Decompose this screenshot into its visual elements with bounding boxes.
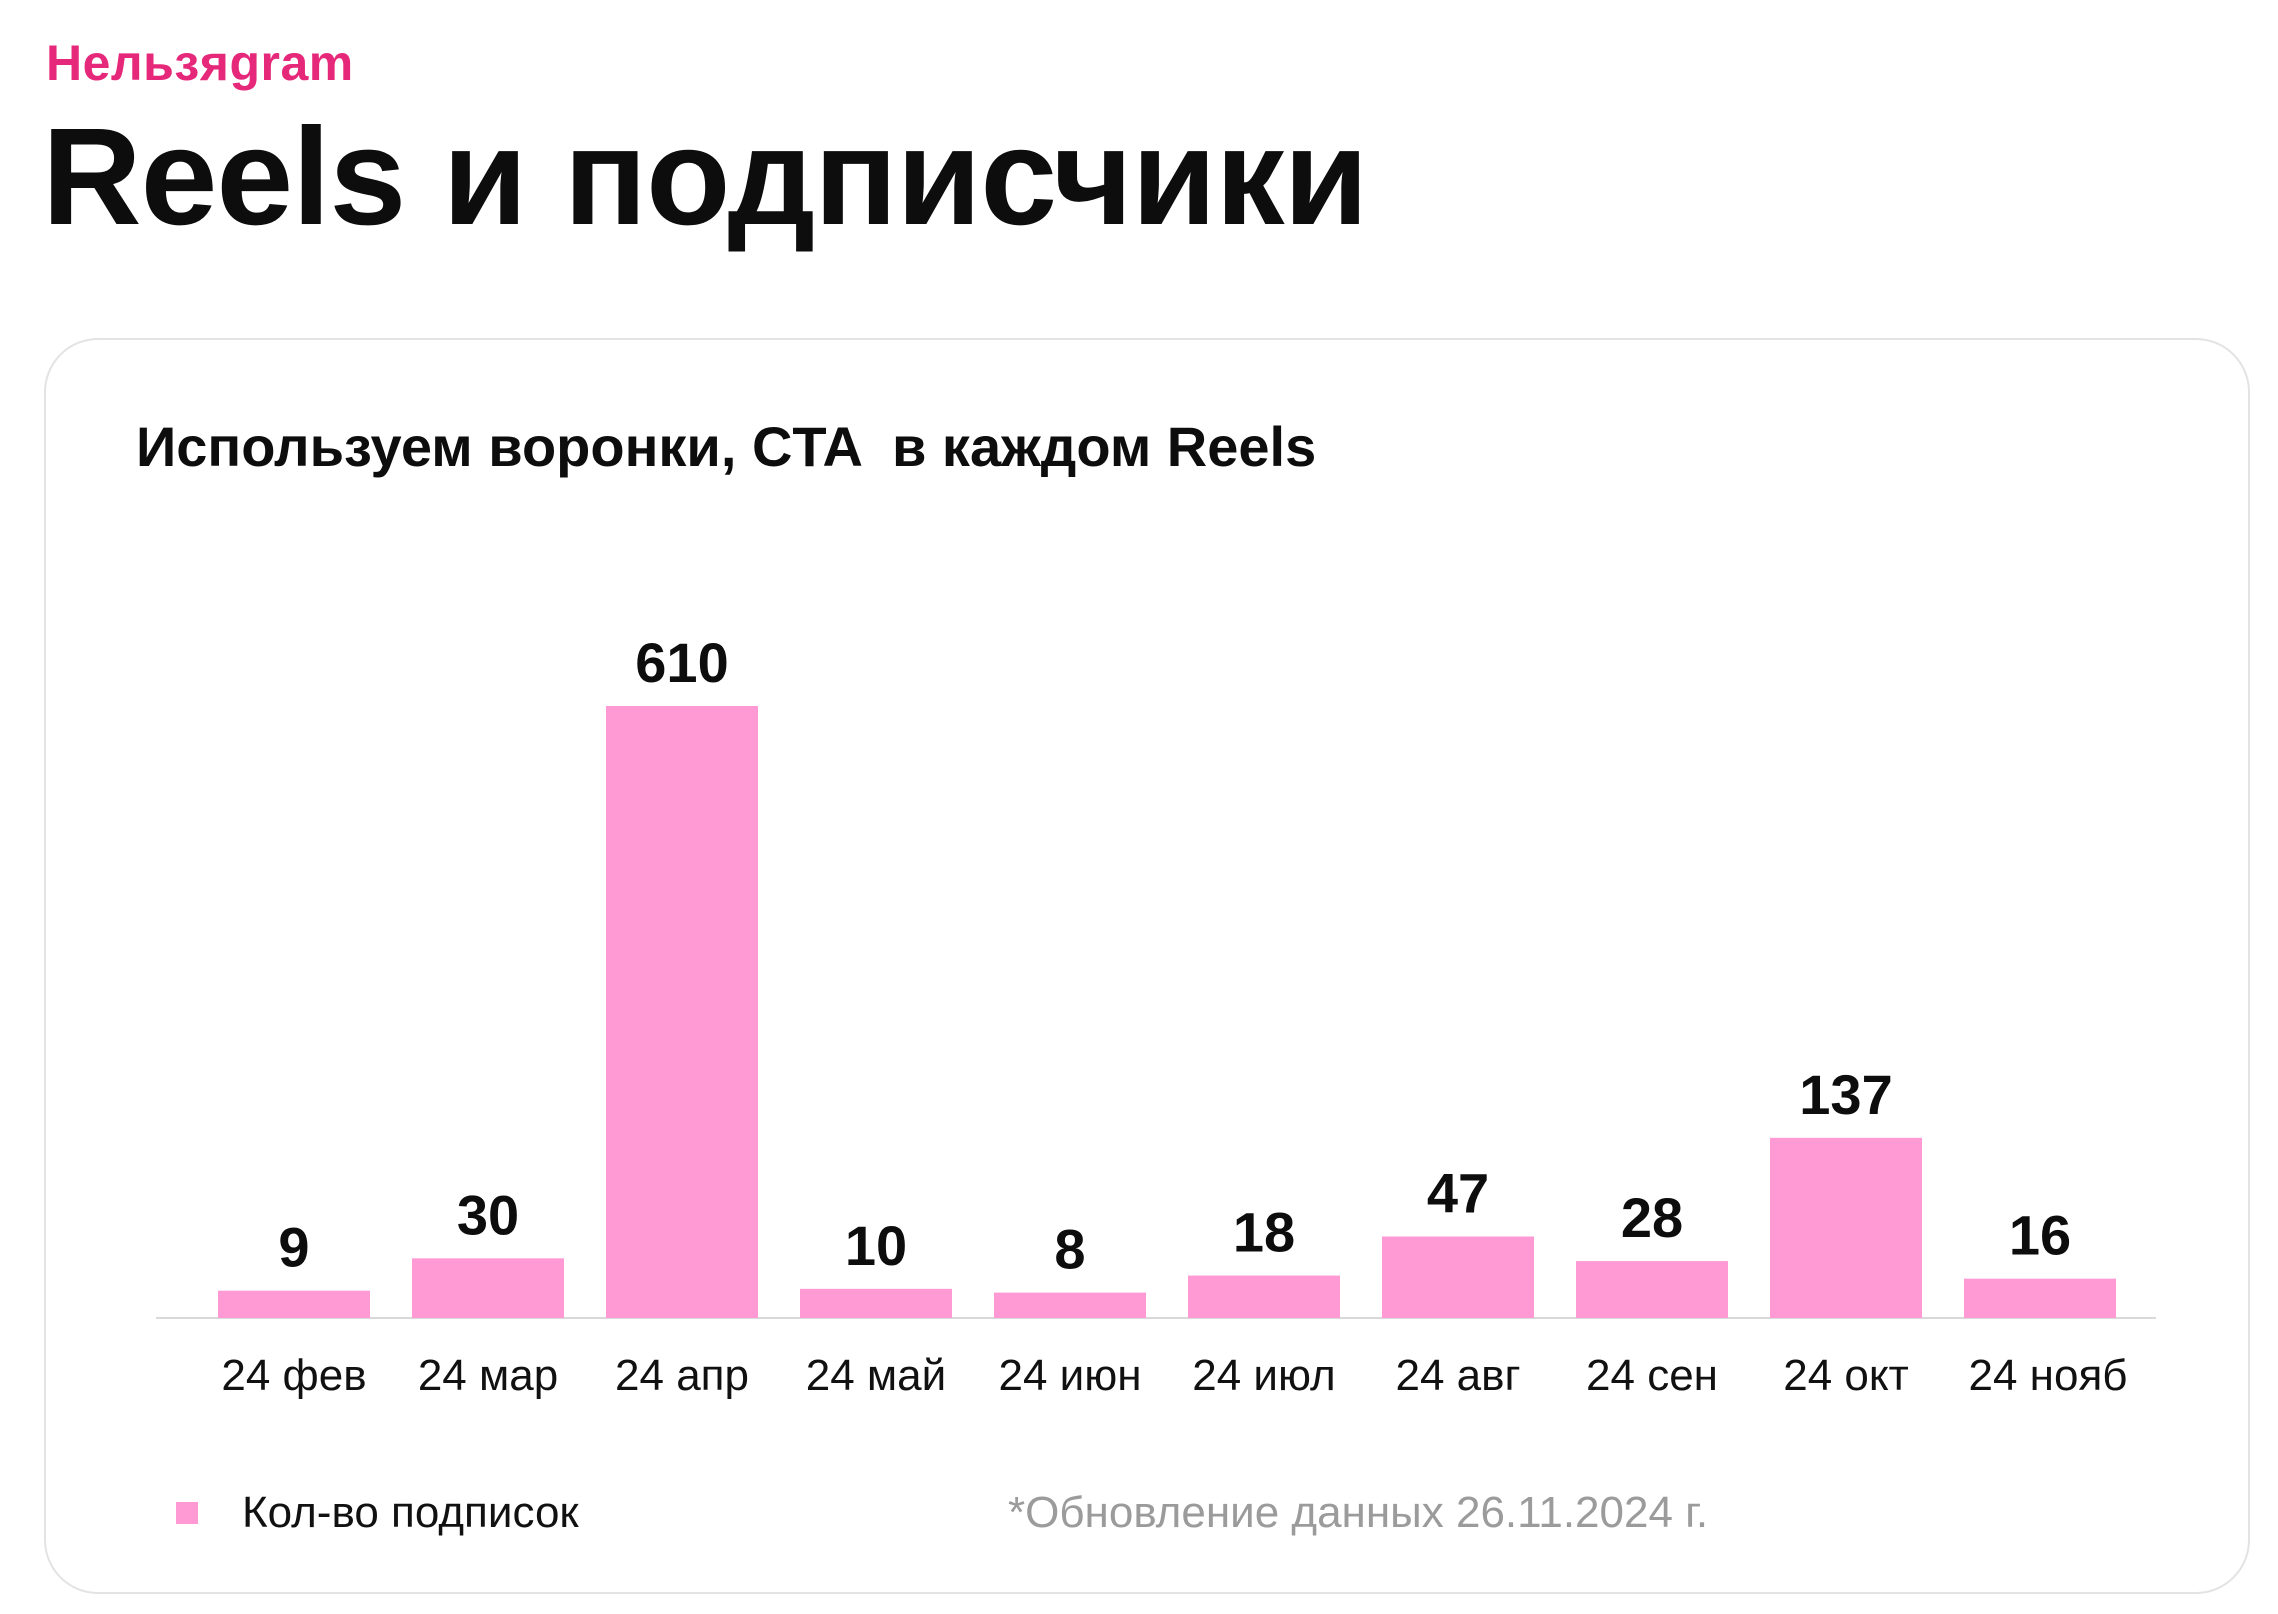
tick-label-7: 24 сен (1586, 1351, 1718, 1400)
tick-label-0: 24 фев (221, 1351, 366, 1400)
tick-label-4: 24 июн (998, 1351, 1141, 1400)
tick-label-3: 24 май (806, 1351, 946, 1400)
legend: Кол-во подписок (176, 1488, 579, 1538)
page-title: Reels и подписчики (42, 100, 1368, 254)
legend-label: Кол-во подписок (242, 1488, 579, 1537)
value-label-7: 28 (1621, 1186, 1683, 1249)
tick-label-8: 24 окт (1783, 1351, 1909, 1400)
tick-label-6: 24 авг (1395, 1351, 1520, 1400)
value-label-1: 30 (457, 1183, 519, 1246)
brand-logo-text: Нельзяgram (46, 35, 354, 91)
tick-label-1: 24 мар (418, 1351, 558, 1400)
bar-0 (218, 1290, 370, 1318)
value-label-4: 8 (1054, 1218, 1085, 1281)
value-label-3: 10 (845, 1214, 907, 1277)
tick-label-2: 24 апр (615, 1351, 749, 1400)
tick-label-5: 24 июл (1192, 1351, 1335, 1400)
value-label-8: 137 (1799, 1063, 1892, 1126)
value-labels-group: 9 30 610 10 8 18 47 28 137 16 (278, 631, 2071, 1281)
value-label-5: 18 (1233, 1201, 1295, 1264)
bar-3 (800, 1288, 952, 1318)
value-label-9: 16 (2009, 1204, 2071, 1267)
chart-title: Используем воронки, CTA в каждом Reels (136, 415, 1317, 478)
bar-4 (994, 1292, 1146, 1318)
bar-8 (1770, 1137, 1922, 1318)
value-label-6: 47 (1427, 1161, 1489, 1224)
tick-labels-group: 24 фев 24 мар 24 апр 24 май 24 июн 24 июл 24 а… (221, 1351, 2127, 1400)
bar-7 (1576, 1261, 1728, 1318)
bar-2 (606, 706, 758, 1318)
bar-5 (1188, 1275, 1340, 1318)
bars-group (218, 706, 2116, 1318)
bar-9 (1964, 1278, 2116, 1318)
chart-card: Используем воронки, CTA в каждом Reels 9… (44, 338, 2250, 1594)
value-label-2: 610 (635, 631, 728, 694)
legend-swatch (176, 1502, 198, 1524)
tick-label-9: 24 нояб (1969, 1351, 2128, 1400)
data-update-footnote: *Обновление данных 26.11.2024 г. (1008, 1488, 1709, 1537)
bar-1 (412, 1258, 564, 1318)
bar-6 (1382, 1236, 1534, 1318)
value-label-0: 9 (278, 1216, 309, 1279)
